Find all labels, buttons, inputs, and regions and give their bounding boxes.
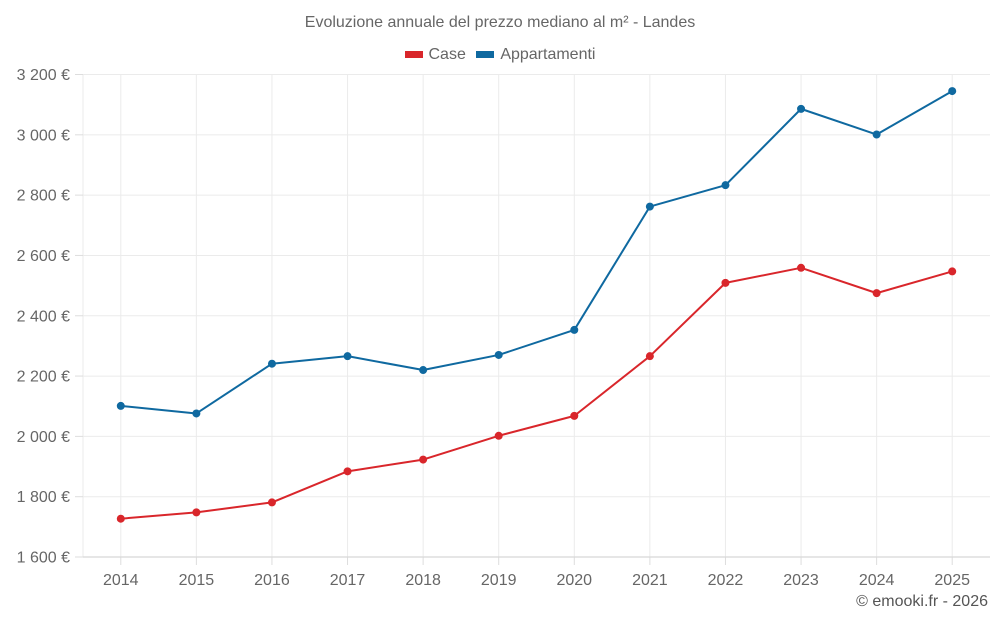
data-point-appartamenti[interactable] — [494, 350, 503, 359]
data-point-appartamenti[interactable] — [116, 401, 125, 410]
x-tick-label: 2015 — [179, 572, 215, 589]
y-tick-label: 1 600 € — [17, 550, 70, 567]
x-tick-label: 2025 — [934, 572, 970, 589]
credit-text: © emooki.fr - 2026 — [856, 593, 988, 610]
y-tick-label: 3 000 € — [17, 127, 70, 144]
data-point-case[interactable] — [494, 431, 503, 440]
legend-item-appartamenti[interactable]: Appartamenti — [476, 46, 595, 64]
x-tick-label: 2014 — [103, 572, 139, 589]
grid — [82, 74, 990, 557]
data-point-appartamenti[interactable] — [645, 202, 654, 211]
y-tick-label: 2 400 € — [17, 308, 70, 325]
data-point-appartamenti[interactable] — [419, 366, 428, 375]
data-point-case[interactable] — [267, 498, 276, 507]
y-tick-label: 2 600 € — [17, 248, 70, 265]
y-tick-label: 3 200 € — [17, 67, 70, 84]
data-point-case[interactable] — [797, 263, 806, 272]
legend-swatch-case — [404, 51, 423, 58]
data-point-appartamenti[interactable] — [343, 352, 352, 361]
chart-title: Evoluzione annuale del prezzo mediano al… — [304, 14, 696, 31]
x-tick-label: 2016 — [254, 572, 290, 589]
x-tick-label: 2017 — [330, 572, 366, 589]
data-point-case[interactable] — [645, 352, 654, 361]
data-point-appartamenti[interactable] — [192, 409, 201, 418]
x-tick-label: 2021 — [632, 572, 668, 589]
data-point-appartamenti[interactable] — [570, 325, 579, 334]
series-line-appartamenti — [120, 90, 953, 415]
data-point-appartamenti[interactable] — [872, 130, 881, 139]
data-point-appartamenti[interactable] — [721, 181, 730, 190]
y-tick-label: 1 800 € — [17, 489, 70, 506]
x-tick-label: 2022 — [708, 572, 744, 589]
data-point-appartamenti[interactable] — [948, 87, 957, 96]
data-point-case[interactable] — [570, 411, 579, 420]
axes: 1 600 € 1 800 € 2 000 € 2 200 € 2 400 € 2 600… — [17, 67, 990, 589]
y-tick-label: 2 800 € — [17, 188, 70, 205]
x-tick-label: 2023 — [783, 572, 819, 589]
y-tick-label: 2 200 € — [17, 369, 70, 386]
legend-item-case[interactable]: Case — [404, 45, 466, 64]
data-point-case[interactable] — [343, 467, 352, 476]
data-point-appartamenti[interactable] — [267, 359, 276, 368]
x-tick-label: 2019 — [481, 572, 517, 589]
data-point-case[interactable] — [948, 267, 957, 276]
data-point-case[interactable] — [872, 289, 881, 298]
series-line-case — [120, 266, 953, 520]
legend: Case Appartamenti — [0, 45, 1000, 64]
legend-label-appartamenti: Appartamenti — [500, 45, 596, 63]
data-point-case[interactable] — [419, 455, 428, 464]
data-point-case[interactable] — [721, 278, 730, 287]
data-point-appartamenti[interactable] — [797, 104, 806, 113]
x-tick-label: 2024 — [859, 572, 895, 589]
legend-swatch-appartamenti — [476, 51, 495, 58]
x-tick-label: 2018 — [405, 572, 441, 589]
y-tick-label: 2 000 € — [17, 429, 70, 446]
data-point-case[interactable] — [116, 514, 125, 523]
series — [116, 87, 957, 523]
data-point-case[interactable] — [192, 508, 201, 517]
x-tick-label: 2020 — [556, 572, 592, 589]
legend-label-case: Case — [428, 45, 466, 63]
